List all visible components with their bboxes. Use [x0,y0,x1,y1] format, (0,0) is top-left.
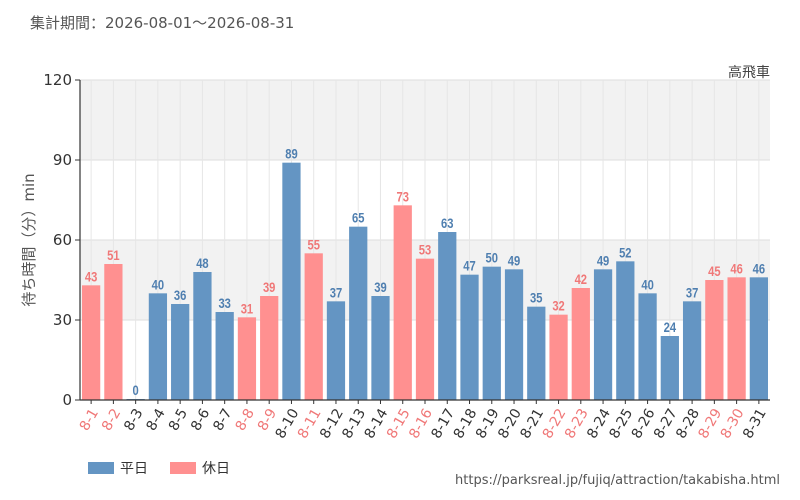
value-label-8-2: 51 [107,248,119,263]
legend-swatch-holiday [170,462,196,474]
bar-8-24[interactable] [593,269,613,400]
value-label-8-5: 36 [174,288,186,303]
y-tick-label-120: 120 [43,71,72,89]
bar-8-21[interactable] [527,306,546,400]
value-label-8-11: 55 [307,237,319,252]
bar-8-4[interactable] [148,293,168,400]
value-label-8-19: 50 [486,251,498,266]
legend-label-holiday: 休日 [202,461,230,477]
legend: 平日 休日 [88,458,230,478]
y-tick-label-60: 60 [53,231,72,249]
value-label-8-9: 39 [263,280,275,295]
value-label-8-16: 53 [419,243,431,258]
x-tick-labels: 8-18-28-38-48-58-68-78-88-98-108-118-128… [77,406,770,442]
bar-8-11[interactable] [304,253,323,400]
value-label-8-30: 46 [730,261,742,276]
legend-label-weekday: 平日 [120,461,148,477]
attraction-name: 高飛車 [728,65,770,81]
y-axis-label: 待ち時間（分）min [20,173,38,306]
bar-8-12[interactable] [326,301,346,400]
value-label-8-15: 73 [397,189,409,204]
x-tick-label-8-6: 8-6 [188,406,213,434]
value-label-8-13: 65 [352,211,364,226]
x-tick-label-8-8: 8-8 [233,406,258,434]
x-tick-label-8-1: 8-1 [77,406,102,434]
bar-8-5[interactable] [171,304,190,400]
value-label-8-29: 45 [708,264,720,279]
value-label-8-27: 24 [664,320,676,335]
legend-item-holiday: 休日 [170,458,230,478]
bar-8-30[interactable] [727,277,746,400]
value-label-8-14: 39 [374,280,386,295]
bar-8-1[interactable] [82,285,101,400]
bar-8-31[interactable] [749,277,768,400]
bar-8-22[interactable] [549,314,568,400]
value-labels: 43 51 0 40 36 48 33 31 39 89 55 37 65 39 73 53 63 47 50 49 3… [85,147,765,399]
bar-8-18[interactable] [460,274,479,400]
value-label-8-17: 63 [441,216,453,231]
axes [75,79,770,404]
bar-8-7[interactable] [215,312,234,400]
value-label-8-25: 52 [619,245,631,260]
x-tick-label-8-7: 8-7 [210,406,235,434]
bar-8-19[interactable] [482,266,501,400]
bar-8-25[interactable] [616,261,635,400]
bar-8-8[interactable] [237,317,257,400]
collection-period: 集計期間：2026-08-01～2026-08-31 [30,14,295,32]
value-label-8-4: 40 [152,277,164,292]
value-label-8-23: 42 [575,272,587,287]
value-label-8-21: 35 [530,291,542,306]
value-label-8-31: 46 [753,261,765,276]
value-label-8-7: 33 [218,296,230,311]
bar-8-10[interactable] [282,162,301,400]
y-tick-label-90: 90 [53,151,72,169]
value-label-8-22: 32 [552,299,564,314]
bar-8-13[interactable] [349,226,368,400]
legend-item-weekday: 平日 [88,458,148,478]
bar-8-15[interactable] [393,205,412,400]
bars [82,162,768,400]
bar-8-28[interactable] [682,301,702,400]
y-tick-label-0: 0 [62,391,72,409]
value-label-8-28: 37 [686,285,698,300]
bar-8-16[interactable] [415,258,435,400]
value-label-8-26: 40 [641,277,653,292]
x-tick-label-8-5: 8-5 [166,406,191,434]
bar-8-14[interactable] [371,296,390,400]
bar-8-2[interactable] [104,264,123,400]
value-label-8-18: 47 [463,259,475,274]
x-tick-label-8-2: 8-2 [99,406,124,434]
bar-8-20[interactable] [504,269,524,400]
legend-swatch-weekday [88,462,114,474]
value-label-8-10: 89 [285,147,297,162]
value-label-8-6: 48 [196,256,208,271]
bar-8-17[interactable] [438,232,457,400]
y-tick-labels: 0 30 60 90 120 [43,71,72,409]
bar-8-29[interactable] [705,280,724,400]
x-tick-label-8-4: 8-4 [144,406,169,434]
value-label-8-8: 31 [241,301,253,316]
x-tick-label-8-3: 8-3 [121,406,146,434]
source-url[interactable]: https://parksreal.jp/fujiq/attraction/ta… [455,473,780,488]
bar-8-23[interactable] [571,288,590,400]
bar-8-6[interactable] [193,272,212,400]
bar-8-27[interactable] [660,336,679,400]
value-label-8-1: 43 [85,269,97,284]
x-tick-label-8-31: 8-31 [740,406,770,442]
value-label-8-24: 49 [597,253,609,268]
value-label-8-3: 0 [133,383,139,398]
value-label-8-20: 49 [508,253,520,268]
bar-8-26[interactable] [638,293,657,400]
bar-8-9[interactable] [260,296,279,400]
value-label-8-12: 37 [330,285,342,300]
y-tick-label-30: 30 [53,311,72,329]
